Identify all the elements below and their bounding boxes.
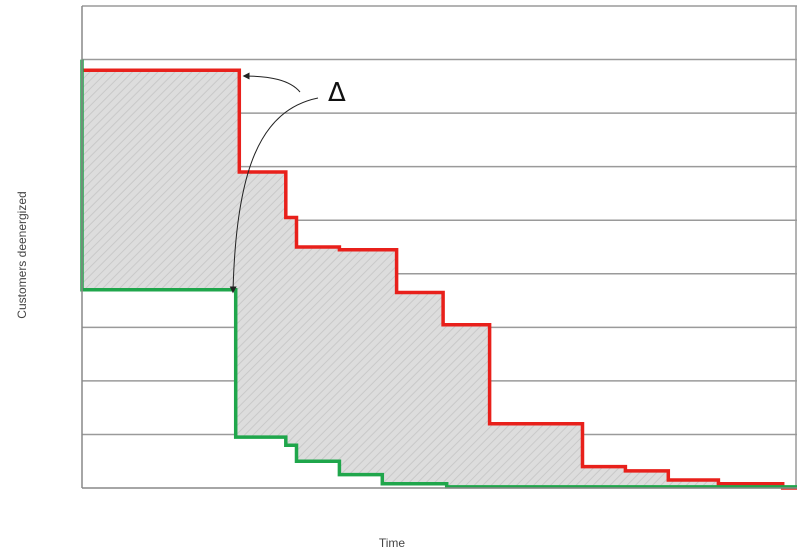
delta-arrow-upper (242, 72, 301, 93)
x-axis-label: Time (378, 536, 406, 550)
y-axis-label: Customers deenergized (15, 191, 29, 319)
series-line-green (80, 59, 797, 489)
series-line-red (82, 68, 797, 490)
shaded-area (82, 59, 797, 488)
delta-annotation: Δ (328, 78, 346, 108)
delta-arrow-lower (229, 97, 319, 294)
